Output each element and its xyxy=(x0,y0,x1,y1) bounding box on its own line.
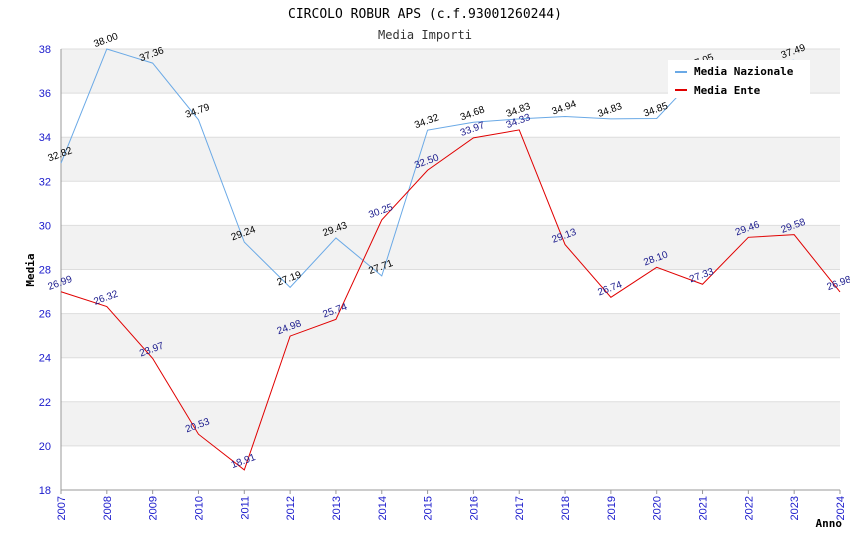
plot-band xyxy=(61,137,840,182)
series-group xyxy=(60,48,841,471)
x-tick-label: 2017 xyxy=(514,496,526,520)
x-axis-ticks: 2007 2008 2009 2010 2011 2012 2013 2014 2015 2016… xyxy=(56,490,847,520)
series-line-ente xyxy=(60,129,841,471)
legend-label-nazionale: Media Nazionale xyxy=(694,65,794,78)
y-axis-ticks: 18 20 22 24 26 28 30 32 34 36 38 xyxy=(39,44,51,497)
y-tick-label: 24 xyxy=(39,353,51,365)
plot-band xyxy=(61,357,840,402)
plot-band xyxy=(61,445,840,490)
series-line-nazionale xyxy=(60,48,795,289)
y-tick-label: 22 xyxy=(39,397,51,409)
x-tick-label: 2024 xyxy=(835,496,847,520)
y-tick-label: 28 xyxy=(39,265,51,277)
x-tick-label: 2010 xyxy=(193,496,205,520)
x-tick-label: 2012 xyxy=(285,496,297,520)
x-tick-label: 2007 xyxy=(56,496,68,520)
x-axis-title: Anno xyxy=(816,517,843,530)
y-tick-label: 34 xyxy=(39,132,51,144)
plot-background-bands xyxy=(61,49,840,490)
x-tick-label: 2011 xyxy=(239,496,251,520)
x-tick-label: 2009 xyxy=(148,496,160,520)
plot-band xyxy=(61,401,840,446)
x-tick-label: 2008 xyxy=(102,496,114,520)
y-tick-label: 36 xyxy=(39,88,51,100)
plot-band xyxy=(61,269,840,314)
x-tick-label: 2018 xyxy=(560,496,572,520)
x-tick-label: 2014 xyxy=(377,496,389,520)
chart-title: CIRCOLO ROBUR APS (c.f.93001260244) xyxy=(288,7,562,22)
y-tick-label: 32 xyxy=(39,176,51,188)
x-tick-label: 2021 xyxy=(698,496,710,520)
x-tick-label: 2023 xyxy=(789,496,801,520)
plot-band xyxy=(61,181,840,226)
plot-band xyxy=(61,93,840,138)
x-tick-label: 2015 xyxy=(423,496,435,520)
y-tick-label: 38 xyxy=(39,44,51,56)
y-tick-label: 18 xyxy=(39,485,51,497)
y-tick-label: 26 xyxy=(39,309,51,321)
x-tick-label: 2020 xyxy=(652,496,664,520)
legend: Media Nazionale Media Ente xyxy=(668,60,810,98)
x-tick-label: 2022 xyxy=(743,496,755,520)
y-axis-title: Media xyxy=(24,253,37,286)
y-tick-label: 20 xyxy=(39,441,51,453)
chart-subtitle: Media Importi xyxy=(378,28,472,42)
y-tick-label: 30 xyxy=(39,220,51,232)
legend-label-ente: Media Ente xyxy=(694,84,761,97)
plot-band xyxy=(61,313,840,358)
plot-band xyxy=(61,225,840,270)
data-label-nazionale: 38.00 xyxy=(92,31,120,50)
x-tick-label: 2013 xyxy=(331,496,343,520)
x-tick-label: 2016 xyxy=(468,496,480,520)
legend-box xyxy=(668,60,810,98)
x-tick-label: 2019 xyxy=(606,496,618,520)
